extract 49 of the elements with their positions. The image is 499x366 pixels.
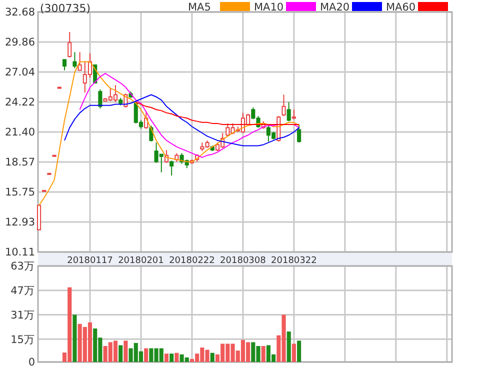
bar (210, 352, 214, 362)
candlestick (286, 102, 291, 122)
legend-label: MA5 (188, 2, 211, 14)
y-tick-label: 47万 (10, 285, 35, 298)
legend-label: MA20 (320, 2, 350, 14)
y-tick-label: 12.93 (4, 216, 35, 229)
candlestick (282, 94, 286, 116)
bar (124, 340, 128, 362)
y-tick-label: 32.68 (4, 6, 35, 19)
bar (261, 346, 266, 362)
bar (144, 348, 148, 362)
candlestick (68, 31, 72, 58)
candlestick (297, 124, 302, 144)
y-tick-label: 24.22 (4, 96, 35, 109)
chart-title: (300735) (40, 2, 91, 15)
y-tick-label: 15万 (10, 334, 35, 346)
x-tick-label: 20180201 (118, 256, 164, 266)
x-tick-label: 20180222 (169, 256, 215, 266)
line-series (38, 61, 300, 206)
y-tick-label: 18.57 (4, 156, 35, 169)
x-tick-label: 20180117 (67, 256, 113, 266)
y-tick-label: 15.75 (4, 186, 35, 199)
bar (297, 340, 302, 362)
candlestick (62, 59, 67, 71)
candlestick (78, 52, 82, 71)
bar (164, 354, 169, 362)
bar (170, 354, 174, 362)
candlestick (292, 109, 296, 120)
bar (118, 345, 123, 362)
bar (174, 352, 179, 362)
y-tick-label: 27.04 (4, 66, 36, 79)
bar (286, 332, 291, 362)
y-tick-label: 63万 (10, 260, 35, 273)
line-series (79, 72, 300, 158)
bar (72, 314, 77, 362)
candlestick (170, 160, 174, 176)
legend-label: MA10 (254, 2, 284, 14)
y-tick-label: 0 (28, 356, 35, 366)
y-tick-label: 29.86 (4, 36, 36, 49)
y-tick-label: 21.40 (4, 126, 35, 139)
legend-label: MA60 (386, 2, 416, 14)
y-tick-label: 10.11 (4, 246, 35, 259)
x-tick-label: 20180322 (271, 256, 317, 266)
bar (292, 344, 296, 362)
candlestick (72, 52, 77, 69)
x-tick-label: 20180308 (220, 256, 266, 266)
y-tick-label: 31万 (10, 309, 35, 322)
candlestick (98, 88, 102, 110)
candlestick (149, 125, 154, 142)
